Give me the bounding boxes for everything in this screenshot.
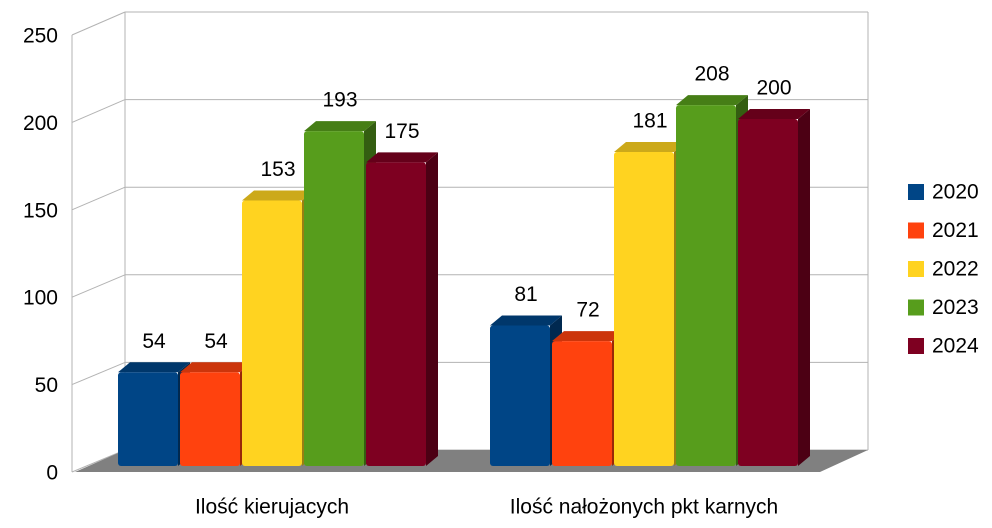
legend-label: 2024 xyxy=(932,335,979,358)
legend-label: 2021 xyxy=(932,219,979,242)
y-tick-label: 200 xyxy=(23,112,58,135)
grid-line xyxy=(71,274,126,298)
y-tick-label: 100 xyxy=(23,287,58,310)
y-tick-label: 50 xyxy=(35,374,58,397)
bar-top xyxy=(490,315,562,326)
y-tick-label: 150 xyxy=(23,199,58,222)
value-label: 208 xyxy=(694,63,729,86)
grid-line xyxy=(71,449,126,473)
value-label: 81 xyxy=(514,283,537,306)
legend-label: 2023 xyxy=(932,296,979,319)
bar-side xyxy=(426,152,438,466)
x-tick-label: Ilość kierujacych xyxy=(195,496,349,519)
value-label: 72 xyxy=(576,299,599,322)
value-label: 175 xyxy=(384,120,419,143)
legend-swatch xyxy=(908,261,924,277)
value-label: 54 xyxy=(142,330,166,353)
grid-line xyxy=(71,99,126,123)
legend-label: 2022 xyxy=(932,258,979,281)
bar-top xyxy=(304,121,376,132)
bar-top xyxy=(552,331,624,342)
value-label: 181 xyxy=(632,110,667,133)
y-tick-label: 250 xyxy=(23,25,58,48)
bar-side xyxy=(798,109,810,466)
bar xyxy=(552,341,612,466)
bar-top xyxy=(676,95,748,106)
bar xyxy=(676,105,736,467)
bar-top xyxy=(366,152,438,163)
legend-swatch xyxy=(908,184,924,200)
bar-top xyxy=(614,141,686,152)
legend-swatch xyxy=(908,299,924,316)
bar-top xyxy=(180,362,252,373)
grid-line xyxy=(71,186,126,211)
grid-line xyxy=(71,361,126,386)
value-label: 153 xyxy=(260,158,295,181)
legend-swatch xyxy=(908,222,924,239)
legend-label: 2020 xyxy=(932,181,979,204)
bar xyxy=(366,162,426,466)
legend-swatch xyxy=(908,338,924,354)
bar-top xyxy=(118,362,190,373)
bar xyxy=(490,325,550,466)
bar xyxy=(118,372,178,466)
value-label: 54 xyxy=(204,330,228,353)
bar xyxy=(180,372,240,466)
grid-line xyxy=(71,11,126,36)
value-label: 193 xyxy=(322,89,357,112)
bar xyxy=(242,200,302,467)
value-label: 200 xyxy=(756,77,791,100)
bar xyxy=(304,131,364,466)
bar-top xyxy=(242,190,314,201)
y-tick-label: 0 xyxy=(46,462,58,485)
x-tick-label: Ilość nałożonych pkt karnych xyxy=(510,496,778,519)
bar xyxy=(614,151,674,466)
bar-top xyxy=(738,109,810,119)
bar xyxy=(738,119,798,466)
